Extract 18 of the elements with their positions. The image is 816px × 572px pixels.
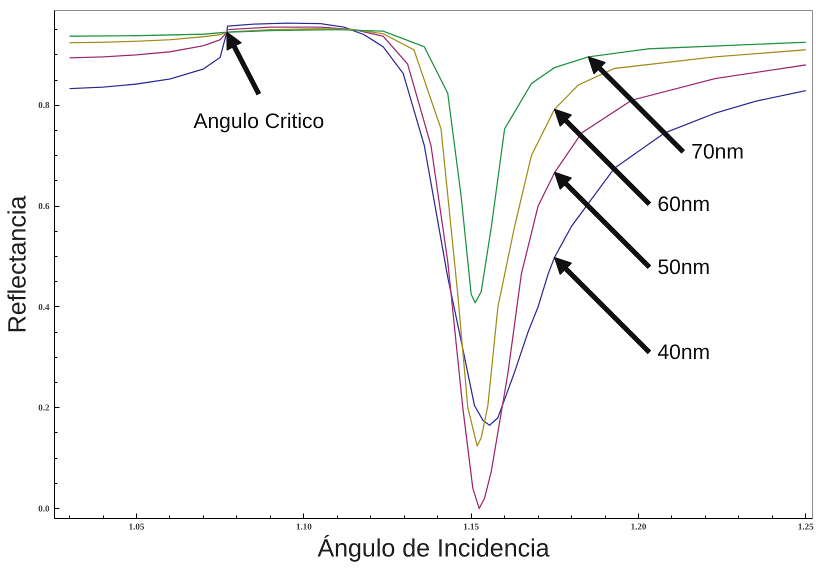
x-tick-label: 1.15: [463, 522, 480, 532]
annotation: 60nm: [657, 192, 710, 216]
x-tick-label: 1.20: [630, 522, 647, 532]
x-tick-label: 1.05: [128, 522, 145, 532]
annotation: 70nm: [691, 140, 744, 164]
y-tick-label: 0.8: [38, 100, 50, 110]
y-tick-label: 0.2: [38, 402, 50, 413]
y-tick-label: 0.0: [38, 503, 50, 514]
y-tick-label: 0.4: [38, 302, 50, 312]
annotation: Angulo Critico: [193, 110, 324, 134]
annotation: 40nm: [657, 340, 710, 364]
y-axis-title: Reflectancia: [3, 196, 32, 334]
x-axis-title: Ángulo de Incidencia: [317, 534, 550, 562]
x-tick-label: 1.10: [296, 522, 312, 532]
annotation: 50nm: [657, 256, 710, 279]
y-tick-label: 0.6: [38, 201, 50, 212]
line-series: [68, 29, 806, 304]
x-tick-label: 1.25: [798, 522, 814, 532]
